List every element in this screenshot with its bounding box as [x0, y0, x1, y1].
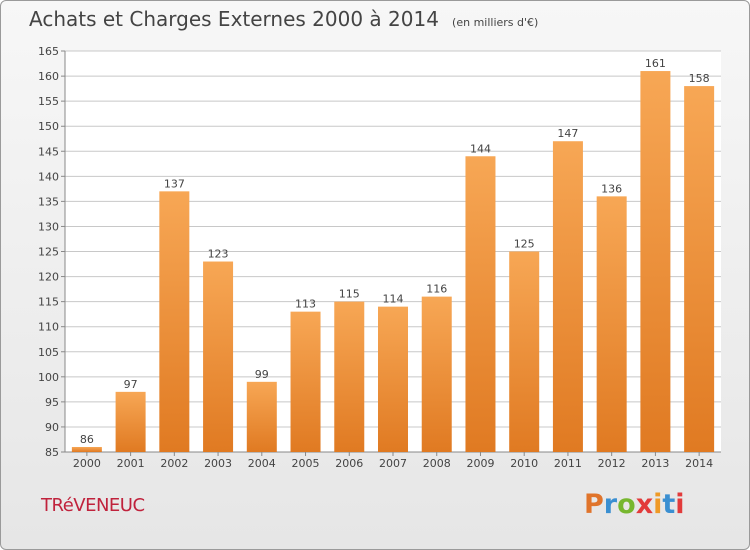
bar-layer	[71, 71, 715, 453]
bar-2006	[334, 301, 365, 452]
x-tick-label: 2004	[248, 457, 276, 470]
value-label: 97	[124, 378, 138, 391]
logo-letter: r	[603, 489, 618, 520]
y-tick-label: 90	[45, 421, 59, 434]
x-tick-label: 2009	[466, 457, 494, 470]
bar-2005	[290, 311, 321, 452]
y-tick-label: 110	[38, 321, 59, 334]
y-tick-label: 165	[38, 45, 59, 58]
logo-letter: i	[653, 489, 663, 520]
value-label: 86	[80, 433, 94, 446]
x-tick-label: 2000	[73, 457, 101, 470]
label-layer: 85 90 95 100 105 110 115 120 125 130 135 140 145 150 1…	[38, 45, 713, 470]
title-row: Achats et Charges Externes 2000 à 2014 (…	[29, 7, 538, 31]
logo-letter: i	[675, 489, 685, 520]
bar-2003	[203, 261, 234, 452]
value-label: 144	[470, 142, 491, 155]
bar-2012	[596, 196, 627, 452]
x-tick-label: 2005	[292, 457, 320, 470]
logo-letter: t	[662, 489, 676, 520]
value-label: 123	[208, 248, 229, 261]
x-tick-label: 2008	[423, 457, 451, 470]
bar-2001	[115, 391, 146, 452]
bar-2008	[421, 296, 452, 452]
logo-letter: P	[584, 489, 604, 520]
value-label: 161	[645, 57, 666, 70]
value-label: 158	[689, 72, 710, 85]
logo-letter: o	[617, 489, 636, 520]
y-tick-label: 140	[38, 170, 59, 183]
x-tick-label: 2007	[379, 457, 407, 470]
value-label: 114	[383, 293, 404, 306]
bar-2004	[246, 381, 277, 452]
value-label: 137	[164, 177, 185, 190]
y-tick-label: 145	[38, 145, 59, 158]
value-label: 116	[426, 283, 447, 296]
y-tick-label: 130	[38, 220, 59, 233]
y-tick-label: 135	[38, 195, 59, 208]
bar-2013	[640, 71, 671, 453]
x-tick-label: 2010	[510, 457, 538, 470]
y-tick-label: 100	[38, 371, 59, 384]
x-tick-label: 2012	[598, 457, 626, 470]
x-tick-label: 2001	[117, 457, 145, 470]
y-tick-label: 115	[38, 296, 59, 309]
value-label: 125	[514, 238, 535, 251]
chart-title: Achats et Charges Externes 2000 à 2014	[29, 7, 439, 31]
y-tick-label: 155	[38, 95, 59, 108]
bar-2000	[71, 446, 102, 452]
proxiti-logo[interactable]: Proxiti	[584, 489, 685, 520]
value-label: 99	[255, 368, 269, 381]
y-tick-label: 125	[38, 246, 59, 259]
y-tick-label: 120	[38, 271, 59, 284]
value-label: 147	[557, 127, 578, 140]
x-tick-label: 2003	[204, 457, 232, 470]
bar-2011	[552, 141, 583, 452]
y-tick-label: 105	[38, 346, 59, 359]
y-tick-label: 85	[45, 446, 59, 459]
bar-2002	[159, 191, 190, 452]
logo-letter: x	[635, 489, 654, 520]
x-tick-label: 2013	[641, 457, 669, 470]
value-label: 136	[601, 182, 622, 195]
y-tick-label: 95	[45, 396, 59, 409]
chart-subtitle: (en milliers d'€)	[452, 16, 539, 29]
y-tick-label: 150	[38, 120, 59, 133]
commune-name: TRéVENEUC	[41, 495, 145, 516]
bar-2007	[378, 306, 408, 452]
bar-2009	[465, 156, 496, 452]
value-label: 115	[339, 288, 360, 301]
x-tick-label: 2002	[160, 457, 188, 470]
bar-2014	[684, 86, 715, 453]
value-label: 113	[295, 298, 316, 311]
x-tick-label: 2011	[554, 457, 582, 470]
x-tick-label: 2006	[335, 457, 363, 470]
y-tick-label: 160	[38, 70, 59, 83]
x-tick-label: 2014	[685, 457, 713, 470]
bar-2010	[509, 251, 540, 452]
